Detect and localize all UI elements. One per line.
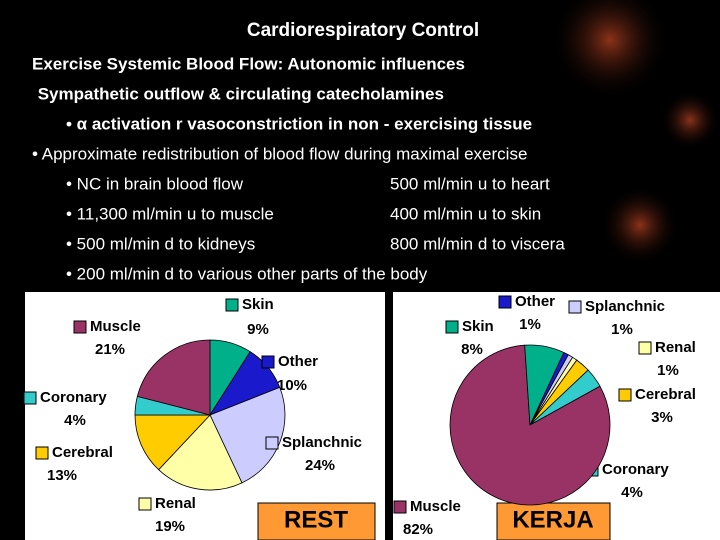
slice-label: Cerebral	[635, 386, 696, 403]
slice-label: Other	[278, 353, 318, 370]
heading: Exercise Systemic Blood Flow: Autonomic …	[32, 54, 465, 73]
bullet: • 11,300 ml/min u to muscle	[66, 204, 274, 223]
legend-swatch	[225, 298, 239, 312]
slice-label: Coronary	[40, 389, 107, 406]
bullet: • 500 ml/min d to kidneys	[66, 234, 255, 253]
slice-label: Muscle	[90, 318, 141, 335]
slice-value-label: 19%	[155, 518, 185, 535]
decoration	[550, 0, 670, 100]
slice-label: Renal	[655, 339, 696, 356]
slice-value-label: 9%	[247, 321, 269, 338]
legend-swatch	[498, 295, 512, 309]
legend-swatch	[138, 497, 152, 511]
slice-value-label: 4%	[621, 484, 643, 501]
slice-value-label: 21%	[95, 341, 125, 358]
slice-value-label: 1%	[657, 362, 679, 379]
slice-label: Other	[515, 293, 555, 310]
pie-slice	[524, 344, 565, 426]
slice-value-label: 8%	[461, 341, 483, 358]
pie-slice	[209, 386, 286, 484]
bullet: • Approximate redistribution of blood fl…	[32, 144, 527, 163]
pie-slice	[134, 414, 211, 471]
bullet-value: 800 ml/min d to viscera	[390, 234, 565, 253]
slice-value-label: 82%	[403, 521, 433, 538]
slice-label: Renal	[155, 495, 196, 512]
slice-label: Skin	[242, 296, 274, 313]
legend-swatch	[618, 388, 632, 402]
subheading: Sympathetic outflow & circulating catech…	[33, 84, 444, 103]
bullet-value: 500 ml/min u to heart	[390, 174, 550, 193]
legend-swatch	[568, 300, 582, 314]
slice-value-label: 24%	[305, 457, 335, 474]
slide-title: Cardiorespiratory Control	[247, 20, 479, 41]
legend-swatch	[73, 320, 87, 334]
slice-value-label: 1%	[519, 316, 541, 333]
bullet-value: 400 ml/min u to skin	[390, 204, 541, 223]
pie-slice	[136, 339, 211, 416]
chart-title-box	[257, 502, 376, 540]
slice-label: Skin	[462, 318, 494, 335]
legend-swatch	[393, 500, 407, 514]
slice-value-label: 10%	[277, 377, 307, 394]
slice-label: Muscle	[410, 498, 461, 515]
chart-title: REST	[284, 506, 348, 533]
pie-slice	[158, 414, 243, 491]
bullet: • α activation r vasoconstriction in non…	[66, 114, 532, 133]
bullet: • NC in brain blood flow	[66, 174, 244, 193]
slice-value-label: 13%	[47, 467, 77, 484]
chart-title-box	[496, 502, 611, 540]
slice-label: Splanchnic	[585, 298, 665, 315]
decoration	[600, 185, 680, 265]
slice-label: Cerebral	[52, 444, 113, 461]
legend-swatch	[445, 320, 459, 334]
legend-swatch	[35, 446, 49, 460]
chart-title: KERJA	[512, 506, 593, 533]
slice-label: Splanchnic	[282, 434, 362, 451]
bullet: • 200 ml/min d to various other parts of…	[66, 264, 428, 283]
slice-value-label: 4%	[64, 412, 86, 429]
legend-swatch	[261, 355, 275, 369]
slice-value-label: 3%	[651, 409, 673, 426]
legend-swatch	[265, 436, 279, 450]
decoration	[660, 90, 720, 150]
legend-swatch	[23, 391, 37, 405]
slice-value-label: 1%	[611, 321, 633, 338]
legend-swatch	[638, 341, 652, 355]
slice-label: Coronary	[602, 461, 669, 478]
